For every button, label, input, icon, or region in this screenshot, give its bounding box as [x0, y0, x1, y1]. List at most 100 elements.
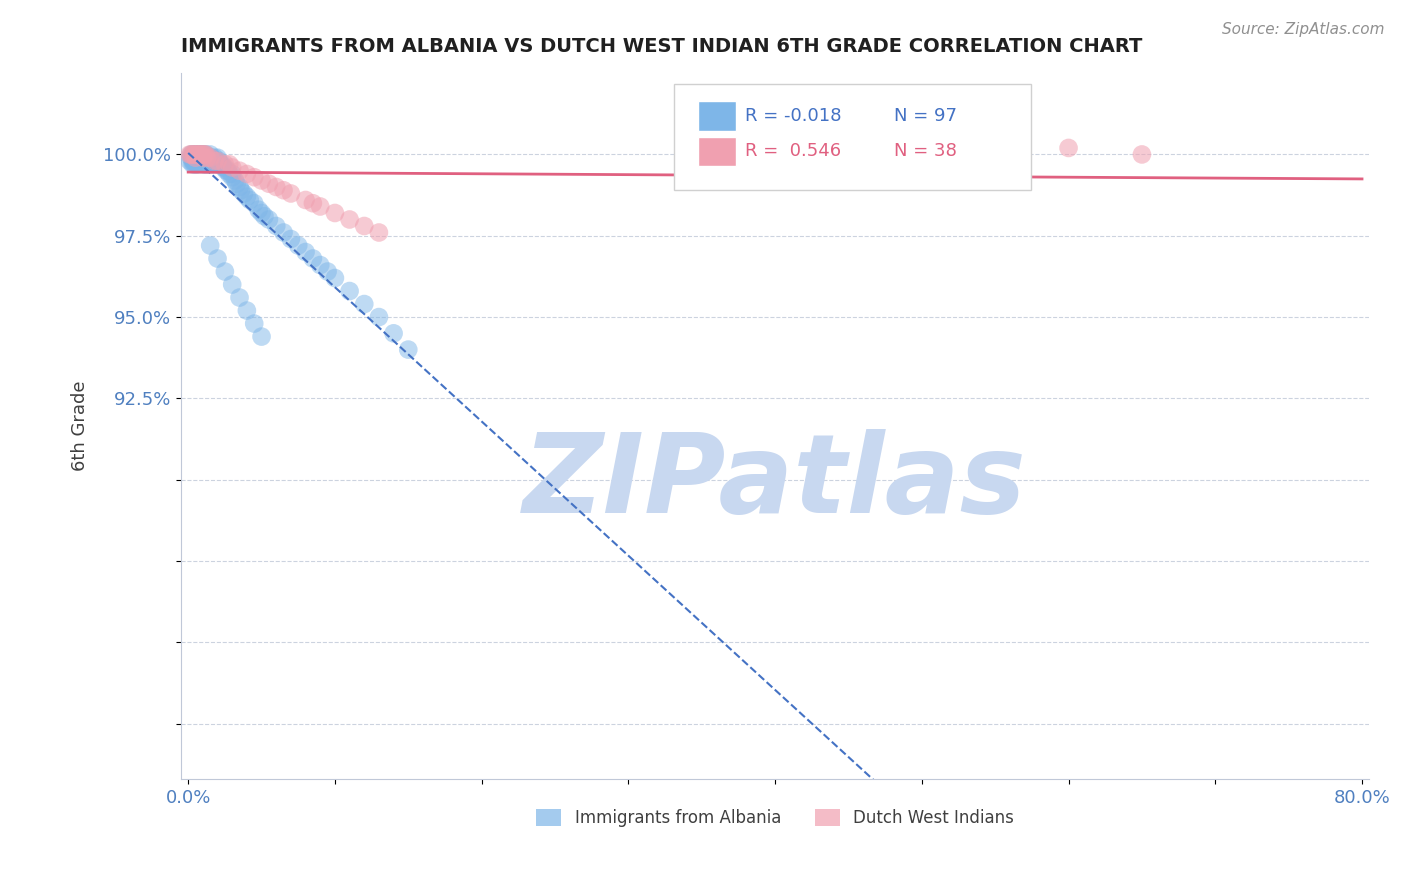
- Immigrants from Albania: [250, 329, 273, 343]
- Immigrants from Albania: [247, 202, 270, 217]
- Immigrants from Albania: [191, 151, 214, 165]
- Dutch West Indians: [181, 147, 204, 161]
- Immigrants from Albania: [214, 161, 236, 175]
- FancyBboxPatch shape: [697, 102, 735, 131]
- Immigrants from Albania: [183, 157, 205, 171]
- Immigrants from Albania: [194, 157, 217, 171]
- Dutch West Indians: [264, 180, 287, 194]
- Immigrants from Albania: [228, 180, 250, 194]
- Dutch West Indians: [187, 147, 209, 161]
- Immigrants from Albania: [184, 157, 207, 171]
- Immigrants from Albania: [217, 163, 239, 178]
- Immigrants from Albania: [186, 147, 208, 161]
- Immigrants from Albania: [353, 297, 375, 311]
- Immigrants from Albania: [264, 219, 287, 233]
- Dutch West Indians: [183, 147, 205, 161]
- Text: R =  0.546: R = 0.546: [745, 143, 842, 161]
- Immigrants from Albania: [201, 151, 224, 165]
- Immigrants from Albania: [212, 161, 235, 175]
- Immigrants from Albania: [195, 151, 218, 165]
- Immigrants from Albania: [187, 153, 209, 168]
- Immigrants from Albania: [190, 153, 212, 168]
- Immigrants from Albania: [191, 147, 214, 161]
- Immigrants from Albania: [211, 157, 233, 171]
- Immigrants from Albania: [233, 186, 256, 201]
- Dutch West Indians: [1130, 147, 1153, 161]
- Immigrants from Albania: [215, 163, 238, 178]
- Dutch West Indians: [191, 151, 214, 165]
- Dutch West Indians: [184, 147, 207, 161]
- Dutch West Indians: [218, 157, 240, 171]
- Immigrants from Albania: [280, 232, 302, 246]
- Immigrants from Albania: [207, 252, 229, 266]
- Immigrants from Albania: [236, 190, 259, 204]
- Dutch West Indians: [280, 186, 302, 201]
- Immigrants from Albania: [207, 151, 229, 165]
- Immigrants from Albania: [221, 277, 243, 292]
- Immigrants from Albania: [180, 147, 202, 161]
- Immigrants from Albania: [190, 151, 212, 165]
- Immigrants from Albania: [184, 151, 207, 165]
- Immigrants from Albania: [187, 157, 209, 171]
- Immigrants from Albania: [221, 167, 243, 181]
- Text: Source: ZipAtlas.com: Source: ZipAtlas.com: [1222, 22, 1385, 37]
- Immigrants from Albania: [309, 258, 332, 272]
- Dutch West Indians: [214, 157, 236, 171]
- Immigrants from Albania: [202, 153, 225, 168]
- Dutch West Indians: [236, 167, 259, 181]
- Dutch West Indians: [339, 212, 361, 227]
- Immigrants from Albania: [218, 167, 240, 181]
- Dutch West Indians: [180, 147, 202, 161]
- Immigrants from Albania: [382, 326, 405, 341]
- Immigrants from Albania: [207, 157, 229, 171]
- Immigrants from Albania: [186, 157, 208, 171]
- Immigrants from Albania: [243, 196, 266, 211]
- Immigrants from Albania: [193, 147, 215, 161]
- Dutch West Indians: [190, 147, 212, 161]
- Dutch West Indians: [273, 183, 295, 197]
- Dutch West Indians: [204, 153, 226, 168]
- Immigrants from Albania: [195, 157, 218, 171]
- Text: R = -0.018: R = -0.018: [745, 107, 842, 125]
- Dutch West Indians: [1057, 141, 1080, 155]
- Immigrants from Albania: [229, 183, 252, 197]
- Dutch West Indians: [191, 147, 214, 161]
- Immigrants from Albania: [209, 157, 232, 171]
- Immigrants from Albania: [323, 271, 346, 285]
- Immigrants from Albania: [287, 238, 309, 252]
- Dutch West Indians: [221, 161, 243, 175]
- Immigrants from Albania: [294, 245, 316, 260]
- Dutch West Indians: [179, 147, 201, 161]
- Immigrants from Albania: [181, 147, 204, 161]
- Dutch West Indians: [198, 151, 221, 165]
- Y-axis label: 6th Grade: 6th Grade: [72, 381, 89, 471]
- Immigrants from Albania: [194, 147, 217, 161]
- Immigrants from Albania: [204, 151, 226, 165]
- Immigrants from Albania: [208, 153, 231, 168]
- Immigrants from Albania: [214, 264, 236, 278]
- Immigrants from Albania: [194, 151, 217, 165]
- Dutch West Indians: [309, 199, 332, 213]
- Immigrants from Albania: [183, 153, 205, 168]
- Immigrants from Albania: [187, 151, 209, 165]
- Immigrants from Albania: [197, 157, 219, 171]
- Immigrants from Albania: [225, 177, 247, 191]
- Immigrants from Albania: [186, 151, 208, 165]
- Immigrants from Albania: [183, 151, 205, 165]
- Dutch West Indians: [257, 177, 280, 191]
- Immigrants from Albania: [186, 153, 208, 168]
- Immigrants from Albania: [339, 284, 361, 298]
- Immigrants from Albania: [190, 147, 212, 161]
- Dutch West Indians: [302, 196, 325, 211]
- Immigrants from Albania: [197, 151, 219, 165]
- Text: N = 97: N = 97: [894, 107, 957, 125]
- Immigrants from Albania: [179, 153, 201, 168]
- Immigrants from Albania: [181, 151, 204, 165]
- Dutch West Indians: [186, 147, 208, 161]
- Immigrants from Albania: [198, 157, 221, 171]
- Immigrants from Albania: [191, 157, 214, 171]
- Dutch West Indians: [368, 226, 391, 240]
- Dutch West Indians: [353, 219, 375, 233]
- Dutch West Indians: [193, 147, 215, 161]
- Immigrants from Albania: [243, 317, 266, 331]
